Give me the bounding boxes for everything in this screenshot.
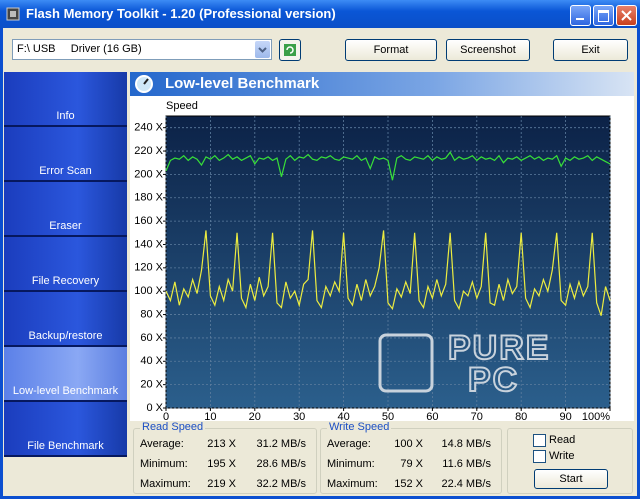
x-tick-label: 90 — [559, 411, 571, 421]
watermark-logo — [378, 333, 434, 393]
stat-label: Average: — [327, 438, 371, 450]
watermark: PURE — [448, 329, 550, 367]
stat-label: Maximum: — [327, 478, 378, 490]
x-tick-label: 80 — [515, 411, 527, 421]
watermark: PC — [468, 361, 519, 399]
stat-value: 219 X — [207, 478, 236, 490]
sidebar: Info Error Scan Eraser File Recovery Backup/… — [4, 72, 127, 457]
app-icon — [6, 7, 20, 21]
stat-value: 79 X — [400, 458, 423, 470]
stat-speed: 31.2 MB/s — [256, 438, 306, 450]
sidebar-label: File Benchmark — [27, 440, 104, 452]
y-tick-label: 40 X — [140, 355, 163, 367]
stat-label: Minimum: — [140, 458, 188, 470]
window-title: Flash Memory Toolkit - 1.20 (Professiona… — [26, 6, 336, 21]
drive-text: F:\ USB Driver (16 GB) — [17, 43, 142, 55]
x-tick-label: 100% — [582, 411, 610, 421]
y-tick-label: 100 X — [134, 285, 163, 297]
chart: Speed 0 X 20 X 40 X 60 X 80 X 100 X 120 X 140 X… — [134, 100, 611, 421]
x-tick-label: 40 — [337, 411, 349, 421]
minimize-button[interactable] — [570, 5, 591, 26]
y-tick-label: 20 X — [140, 379, 163, 391]
group-title: Write Speed — [327, 421, 392, 433]
close-button[interactable] — [616, 5, 637, 26]
sidebar-item[interactable]: Eraser — [4, 182, 127, 237]
stat-speed: 32.2 MB/s — [256, 478, 306, 490]
x-tick-label: 10 — [204, 411, 216, 421]
refresh-button[interactable] — [279, 39, 301, 61]
sidebar-item[interactable]: File Recovery — [4, 237, 127, 292]
panel-header: Low-level Benchmark — [130, 72, 634, 96]
panel-icon — [135, 75, 153, 93]
maximize-button[interactable] — [593, 5, 614, 26]
sidebar-item[interactable]: Low-level Benchmark — [4, 347, 127, 402]
sidebar-label: Backup/restore — [28, 330, 103, 342]
panel-title: Low-level Benchmark — [165, 75, 320, 92]
sidebar-label: Info — [56, 110, 75, 122]
stat-label: Minimum: — [327, 458, 375, 470]
sidebar-item[interactable]: Error Scan — [4, 127, 127, 182]
x-tick-label: 60 — [426, 411, 438, 421]
y-tick-label: 0 X — [146, 402, 163, 414]
drive-select[interactable]: F:\ USB Driver (16 GB) — [12, 39, 272, 60]
series-line — [165, 230, 611, 316]
stat-speed: 28.6 MB/s — [256, 458, 306, 470]
sidebar-label: Low-level Benchmark — [12, 385, 119, 397]
stat-speed: 14.8 MB/s — [441, 438, 491, 450]
y-tick-label: 220 X — [134, 145, 163, 157]
y-tick-label: 160 X — [134, 215, 163, 227]
title-bar: Flash Memory Toolkit - 1.20 (Professiona… — [0, 0, 640, 28]
x-tick-label: 50 — [382, 411, 394, 421]
x-tick-label: 30 — [293, 411, 305, 421]
x-tick-label: 20 — [249, 411, 261, 421]
start-button[interactable]: Start — [534, 469, 608, 489]
sidebar-item[interactable]: File Benchmark — [4, 402, 127, 457]
sidebar-label: Error Scan — [39, 165, 92, 177]
checkbox[interactable] — [533, 434, 546, 447]
x-tick-label: 0 — [163, 411, 169, 421]
toolbar-button[interactable]: Format — [345, 39, 437, 61]
stat-speed: 11.6 MB/s — [442, 458, 491, 470]
sidebar-label: Eraser — [49, 220, 82, 232]
stat-label: Maximum: — [140, 478, 191, 490]
stat-value: 152 X — [394, 478, 423, 490]
toolbar-button[interactable]: Screenshot — [446, 39, 530, 61]
stat-value: 213 X — [207, 438, 236, 450]
x-tick-label: 70 — [471, 411, 483, 421]
stat-label: Average: — [140, 438, 184, 450]
stat-speed: 22.4 MB/s — [441, 478, 491, 490]
y-tick-label: 120 X — [134, 262, 163, 274]
read-speed-group: Read Speed Average: 213 X 31.2 MB/s Minimum:… — [133, 421, 317, 494]
stat-value: 195 X — [207, 458, 236, 470]
checkbox-label: Write — [549, 450, 575, 462]
group-title: Read Speed — [140, 421, 206, 433]
y-tick-label: 240 X — [134, 122, 163, 134]
dropdown-arrow[interactable] — [255, 41, 270, 58]
y-tick-label: 180 X — [134, 192, 163, 204]
sidebar-item[interactable]: Info — [4, 72, 127, 127]
checkbox-label: Read — [549, 434, 576, 446]
sidebar-item[interactable]: Backup/restore — [4, 292, 127, 347]
y-tick-label: 80 X — [140, 308, 163, 320]
y-tick-label: 200 X — [134, 168, 163, 180]
y-axis-label: Speed — [166, 100, 198, 112]
sidebar-label: File Recovery — [31, 275, 100, 287]
stat-value: 100 X — [394, 438, 423, 450]
series-line — [165, 151, 611, 181]
y-tick-label: 60 X — [140, 332, 163, 344]
write-speed-group: Write Speed Average: 100 X 14.8 MB/s Minimum… — [320, 421, 502, 494]
y-tick-label: 140 X — [134, 238, 163, 250]
checkbox[interactable] — [533, 450, 546, 463]
options-group: Read Write Start — [507, 428, 633, 494]
toolbar-button[interactable]: Exit — [553, 39, 628, 61]
